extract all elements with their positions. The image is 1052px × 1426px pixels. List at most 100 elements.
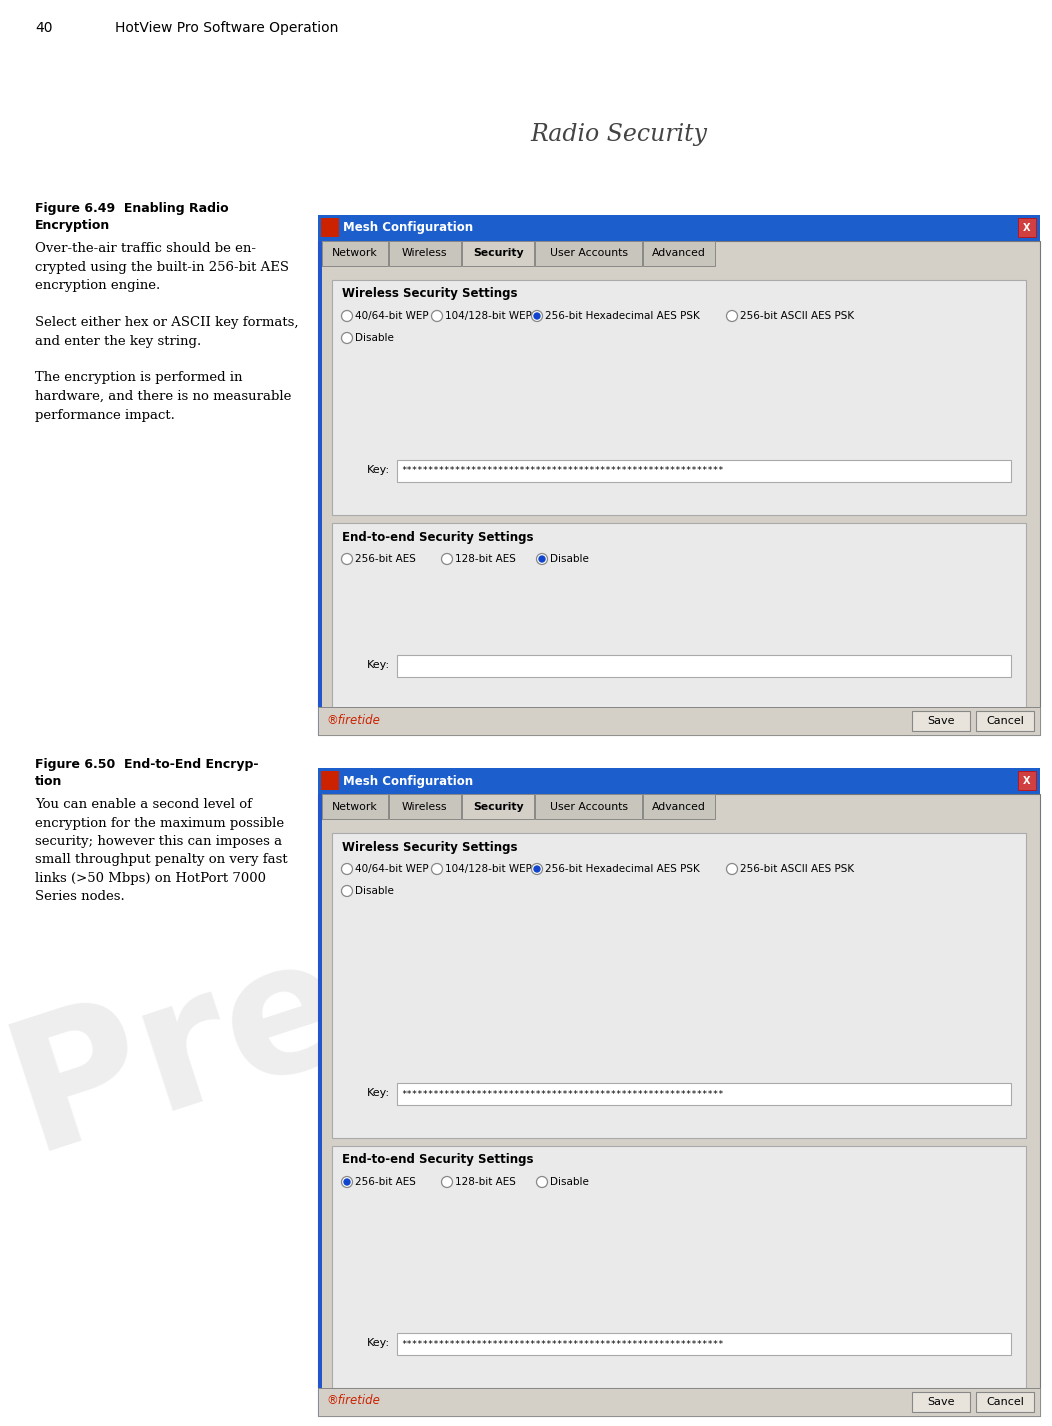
Bar — [332, 1147, 1026, 1387]
Text: Network: Network — [332, 248, 378, 258]
Bar — [535, 241, 642, 267]
Bar — [397, 1333, 1011, 1355]
Text: Security: Security — [473, 801, 524, 811]
Circle shape — [342, 311, 352, 321]
Text: Security: Security — [473, 248, 524, 258]
Text: Pre: Pre — [0, 913, 370, 1186]
Bar — [318, 769, 1040, 794]
Text: ®firetide: ®firetide — [326, 713, 380, 726]
Bar — [322, 794, 387, 819]
Circle shape — [344, 1179, 350, 1185]
Text: X: X — [1024, 222, 1031, 232]
Text: End-to-end Security Settings: End-to-end Security Settings — [342, 1154, 533, 1166]
Text: 128-bit AES: 128-bit AES — [456, 553, 515, 565]
Text: 40/64-bit WEP: 40/64-bit WEP — [355, 864, 428, 874]
Circle shape — [342, 553, 352, 565]
Text: 128-bit AES: 128-bit AES — [456, 1176, 515, 1186]
Circle shape — [537, 553, 547, 565]
Circle shape — [342, 1176, 352, 1188]
Bar — [397, 655, 1011, 677]
Bar — [318, 1387, 1040, 1416]
Bar — [318, 241, 322, 734]
Text: Save: Save — [927, 1397, 955, 1407]
Circle shape — [342, 332, 352, 344]
Circle shape — [342, 864, 352, 874]
Bar — [318, 215, 1040, 241]
Text: 256-bit ASCII AES PSK: 256-bit ASCII AES PSK — [740, 311, 854, 321]
Circle shape — [531, 311, 543, 321]
Bar — [318, 794, 1040, 1416]
Circle shape — [442, 553, 452, 565]
Text: Disable: Disable — [550, 1176, 589, 1186]
Circle shape — [442, 1176, 452, 1188]
Text: Wireless Security Settings: Wireless Security Settings — [342, 840, 518, 854]
Text: X: X — [1024, 776, 1031, 786]
Bar — [462, 794, 534, 819]
Text: Figure 6.49  Enabling Radio: Figure 6.49 Enabling Radio — [35, 202, 228, 215]
Text: Disable: Disable — [355, 334, 393, 344]
Text: Mesh Configuration: Mesh Configuration — [343, 774, 473, 787]
Bar — [332, 279, 1026, 515]
Text: 40/64-bit WEP: 40/64-bit WEP — [355, 311, 428, 321]
Circle shape — [431, 864, 443, 874]
Circle shape — [534, 312, 540, 319]
Bar — [976, 712, 1034, 732]
Bar — [321, 218, 339, 237]
Text: 256-bit ASCII AES PSK: 256-bit ASCII AES PSK — [740, 864, 854, 874]
Text: Disable: Disable — [550, 553, 589, 565]
Bar — [318, 241, 1040, 734]
Bar — [912, 712, 970, 732]
Bar — [976, 1392, 1034, 1412]
Text: ************************************************************: ****************************************… — [401, 466, 724, 475]
Bar — [332, 833, 1026, 1138]
Text: Key:: Key: — [367, 465, 390, 475]
Text: 256-bit Hexadecimal AES PSK: 256-bit Hexadecimal AES PSK — [545, 864, 700, 874]
Text: ************************************************************: ****************************************… — [401, 1089, 724, 1098]
Bar — [388, 794, 461, 819]
Text: Disable: Disable — [355, 886, 393, 896]
Bar — [1018, 218, 1036, 237]
Circle shape — [727, 311, 737, 321]
Circle shape — [534, 866, 540, 873]
Text: Wireless: Wireless — [402, 248, 447, 258]
Circle shape — [727, 864, 737, 874]
Text: 256-bit Hexadecimal AES PSK: 256-bit Hexadecimal AES PSK — [545, 311, 700, 321]
Text: User Accounts: User Accounts — [549, 248, 628, 258]
Bar — [1018, 771, 1036, 790]
Text: 104/128-bit WEP: 104/128-bit WEP — [445, 864, 532, 874]
Text: Radio Security: Radio Security — [530, 124, 708, 147]
Bar — [643, 794, 715, 819]
Text: ®firetide: ®firetide — [326, 1395, 380, 1407]
Text: Wireless Security Settings: Wireless Security Settings — [342, 288, 518, 301]
Bar — [397, 461, 1011, 482]
Text: Figure 6.50  End-to-End Encryp-: Figure 6.50 End-to-End Encryp- — [35, 759, 259, 771]
Text: HotView Pro Software Operation: HotView Pro Software Operation — [115, 21, 339, 36]
Text: Advanced: Advanced — [652, 248, 706, 258]
Text: Encryption: Encryption — [35, 220, 110, 232]
Circle shape — [431, 311, 443, 321]
Text: Network: Network — [332, 801, 378, 811]
Bar — [643, 241, 715, 267]
Bar — [388, 241, 461, 267]
Text: User Accounts: User Accounts — [549, 801, 628, 811]
Text: Wireless: Wireless — [402, 801, 447, 811]
Text: End-to-end Security Settings: End-to-end Security Settings — [342, 530, 533, 543]
Text: 256-bit AES: 256-bit AES — [355, 553, 416, 565]
Text: Key:: Key: — [367, 1338, 390, 1348]
Bar — [397, 1082, 1011, 1105]
Text: You can enable a second level of
encryption for the maximum possible
security; h: You can enable a second level of encrypt… — [35, 799, 287, 904]
Text: Save: Save — [927, 716, 955, 726]
Circle shape — [537, 1176, 547, 1188]
Text: 104/128-bit WEP: 104/128-bit WEP — [445, 311, 532, 321]
Text: 256-bit AES: 256-bit AES — [355, 1176, 416, 1186]
Text: Mesh Configuration: Mesh Configuration — [343, 221, 473, 234]
Bar — [321, 771, 339, 790]
Text: Advanced: Advanced — [652, 801, 706, 811]
Bar — [318, 794, 322, 1416]
Text: Cancel: Cancel — [986, 1397, 1024, 1407]
Bar — [912, 1392, 970, 1412]
Text: ************************************************************: ****************************************… — [401, 1339, 724, 1349]
Text: Cancel: Cancel — [986, 716, 1024, 726]
Text: tion: tion — [35, 774, 62, 789]
Bar — [535, 794, 642, 819]
